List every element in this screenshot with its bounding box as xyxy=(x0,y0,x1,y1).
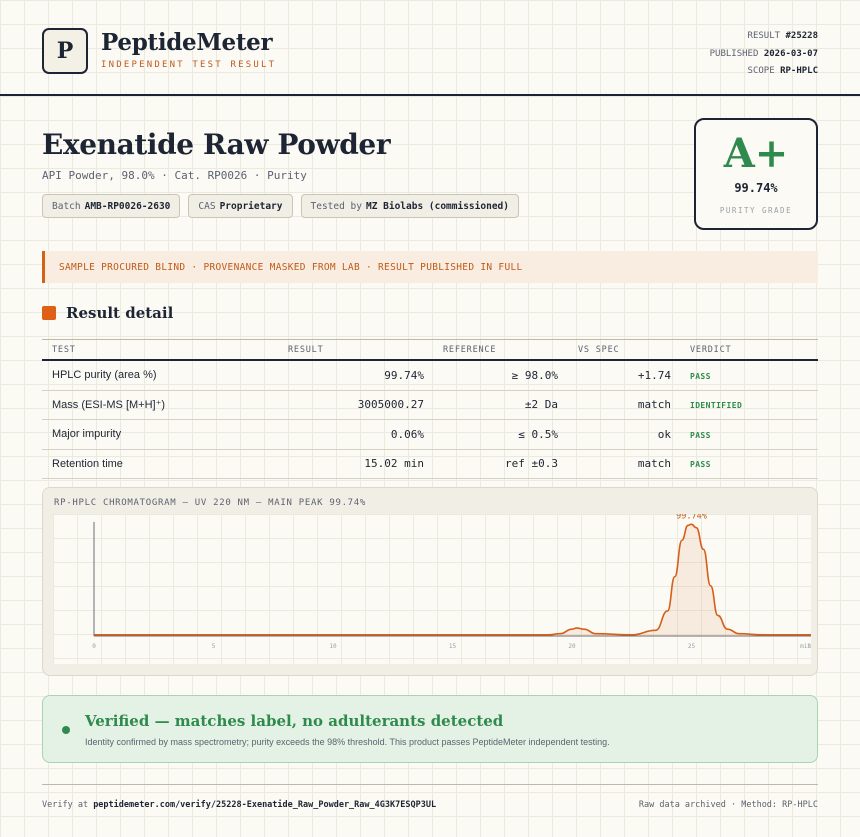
verified-description: Identity confirmed by mass spectrometry;… xyxy=(85,737,610,747)
tested-by-chip: Tested by MZ Biolabs (commissioned) xyxy=(300,194,519,218)
header-test: TEST xyxy=(52,344,76,355)
header-vs-spec: VS SPEC xyxy=(578,344,620,355)
chip-label: Batch xyxy=(52,200,81,212)
table-row: HPLC purity (area %) 99.74% ≥ 98.0% +1.7… xyxy=(42,361,818,391)
cell-vs-spec: +1.74 xyxy=(637,368,671,382)
batch-chip: Batch AMB-RP0026-2630 xyxy=(42,194,181,218)
product-chips: Batch AMB-RP0026-2630 CAS Proprietary Test… xyxy=(42,194,519,218)
cell-result: 0.06% xyxy=(390,427,424,441)
section-marker-icon xyxy=(42,306,56,320)
cell-result: 99.74% xyxy=(384,368,424,382)
table-row: Major impurity 0.06% ≤ 0.5% ok PASS xyxy=(42,420,818,450)
verified-title: Verified — matches label, no adulterants… xyxy=(85,712,504,730)
cell-reference: ≥ 98.0% xyxy=(511,368,558,382)
provenance-notice: SAMPLE PROCURED BLIND · PROVENANCE MASKE… xyxy=(42,251,818,283)
chip-value: MZ Biolabs (commissioned) xyxy=(365,200,509,212)
verdict-badge: PASS xyxy=(690,371,711,381)
brand-name: PeptideMeter xyxy=(101,29,273,56)
cell-result: 15.02 min xyxy=(364,457,424,471)
header-reference: REFERENCE xyxy=(443,344,497,355)
meta-scope-label: SCOPE xyxy=(747,66,775,76)
cell-reference: ≤ 0.5% xyxy=(518,427,558,441)
peak-label: 99.74% xyxy=(676,514,707,521)
purity-grade-badge: A+ 99.74% PURITY GRADE xyxy=(694,118,818,230)
grade-label: PURITY GRADE xyxy=(719,206,793,215)
cell-result: 3005000.27 xyxy=(357,398,424,412)
verify-link[interactable]: peptidemeter.com/verify/25228-Exenatide_… xyxy=(93,800,437,810)
section-heading: Result detail xyxy=(42,304,173,322)
grade-value: 99.74% xyxy=(734,181,778,195)
verdict-badge: PASS xyxy=(690,460,711,470)
meta-scope-value: RP-HPLC xyxy=(780,66,818,76)
meta-published: PUBLISHED 2026-03-07 xyxy=(710,46,818,64)
chip-value: Proprietary xyxy=(219,200,283,212)
cell-vs-spec: ok xyxy=(657,427,671,441)
product-title: Exenatide Raw Powder xyxy=(42,128,391,161)
series-line xyxy=(94,523,811,636)
meta-result-value: #25228 xyxy=(785,31,818,41)
report-header: P PeptideMeter INDEPENDENT TEST RESULT R… xyxy=(0,0,860,96)
table-row: Retention time 15.02 min ref ±0.3 match … xyxy=(42,450,818,479)
x-tick-label: 15 xyxy=(449,643,457,650)
report-meta: RESULT #25228 PUBLISHED 2026-03-07 SCOPE… xyxy=(710,28,818,81)
x-tick-label: 20 xyxy=(568,643,576,650)
chip-value: AMB-RP0026-2630 xyxy=(84,200,171,212)
verdict-badge: IDENTIFIED xyxy=(690,401,743,411)
chip-label: CAS xyxy=(198,200,216,212)
chromatogram-card: RP-HPLC CHROMATOGRAM — UV 220 NM — MAIN … xyxy=(42,487,818,676)
verified-dot-icon xyxy=(62,726,70,734)
results-table: TEST RESULT REFERENCE VS SPEC VERDICT HP… xyxy=(42,339,818,479)
verify-line: Verify at peptidemeter.com/verify/25228-… xyxy=(42,800,436,810)
cell-reference: ±2 Da xyxy=(524,398,558,412)
x-tick-label: 10 xyxy=(329,643,337,650)
cell-test: Major impurity xyxy=(52,428,122,441)
x-tick-label: 30 xyxy=(807,643,811,650)
meta-published-label: PUBLISHED xyxy=(709,48,759,59)
meta-published-value: 2026-03-07 xyxy=(763,48,818,59)
meta-scope: SCOPE RP-HPLC xyxy=(710,63,818,81)
x-tick-label: 5 xyxy=(212,643,216,650)
chromatogram-chart: 99.74% 0 5 10 15 20 25 30min xyxy=(53,514,811,664)
chip-label: Tested by xyxy=(310,200,362,212)
grade-letter: A+ xyxy=(723,130,789,177)
cell-test: Mass (ESI-MS [M+H]⁺) xyxy=(52,399,166,412)
x-tick-label: 25 xyxy=(688,643,696,650)
section-title: Result detail xyxy=(66,304,174,322)
cell-test: Retention time xyxy=(52,457,123,470)
verification-banner: Verified — matches label, no adulterants… xyxy=(42,695,818,763)
table-header: TEST RESULT REFERENCE VS SPEC VERDICT xyxy=(42,339,818,361)
cell-reference: ref ±0.3 xyxy=(505,457,558,471)
report-footer: Verify at peptidemeter.com/verify/25228-… xyxy=(42,784,818,810)
cell-vs-spec: match xyxy=(637,457,671,471)
meta-result-label: RESULT xyxy=(747,31,781,41)
header-result: RESULT xyxy=(288,344,324,355)
product-subtitle: API Powder, 98.0% · Cat. RP0026 · Purity xyxy=(42,169,307,182)
verify-prefix: Verify at xyxy=(42,800,89,810)
chart-title: RP-HPLC CHROMATOGRAM — UV 220 NM — MAIN … xyxy=(54,498,367,508)
table-row: Mass (ESI-MS [M+H]⁺) 3005000.27 ±2 Da ma… xyxy=(42,391,818,420)
cell-vs-spec: match xyxy=(637,398,671,412)
header-verdict: VERDICT xyxy=(690,344,732,355)
cas-chip: CAS Proprietary xyxy=(188,194,293,218)
x-unit-label: min xyxy=(800,643,811,650)
x-tick-label: 0 xyxy=(92,643,96,650)
verdict-badge: PASS xyxy=(690,430,711,440)
cell-test: HPLC purity (area %) xyxy=(52,369,157,382)
brand-tagline: INDEPENDENT TEST RESULT xyxy=(101,60,277,70)
meta-result: RESULT #25228 xyxy=(710,28,818,46)
brand-logo: P xyxy=(42,28,88,74)
archive-note: Raw data archived · Method: RP-HPLC xyxy=(638,800,818,810)
